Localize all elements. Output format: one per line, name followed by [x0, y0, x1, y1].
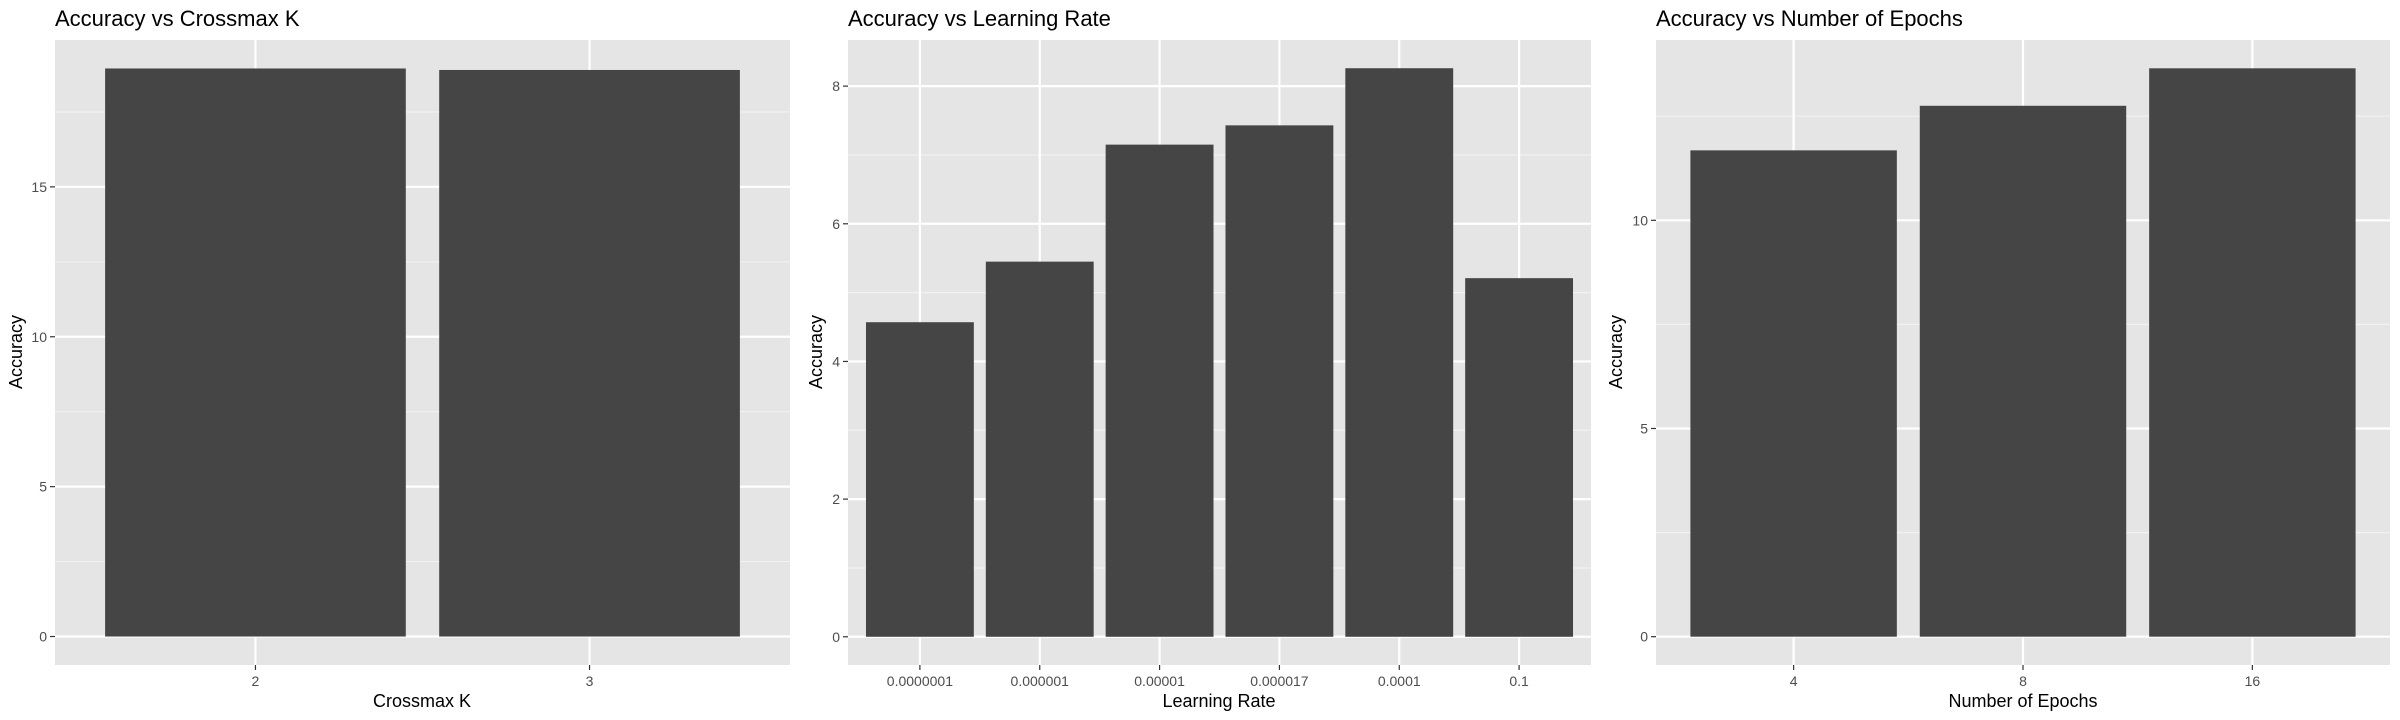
y-ticks: 0 5 10 — [1632, 212, 1656, 645]
y-ticks: 0 2 4 6 8 — [832, 78, 848, 645]
bar-4 — [1690, 150, 1897, 637]
x-tick-label: 2 — [252, 673, 260, 689]
y-axis-label: Accuracy — [1606, 315, 1626, 389]
y-tick-label: 6 — [832, 216, 840, 232]
x-tick-label: 0.000001 — [1011, 673, 1070, 689]
bar-0.000001 — [985, 261, 1094, 637]
y-tick-label: 10 — [1632, 212, 1648, 228]
x-tick-label: 0.000017 — [1250, 673, 1309, 689]
x-tick-label: 16 — [2245, 673, 2261, 689]
y-axis-label: Accuracy — [6, 315, 26, 389]
chart-title: Accuracy vs Crossmax K — [55, 6, 300, 31]
chart-panel-learning-rate: Accuracy vs Learning Rate 0 2 4 6 8 0.000000… — [806, 6, 1591, 711]
bar-0.00001 — [1105, 144, 1214, 637]
bars — [865, 68, 1574, 637]
bar-0.0000001 — [865, 322, 974, 637]
bars — [105, 68, 740, 637]
y-tick-label: 4 — [832, 353, 840, 369]
bar-0.0001 — [1345, 68, 1454, 637]
y-tick-label: 5 — [1640, 420, 1648, 436]
x-tick-label: 8 — [2019, 673, 2027, 689]
bar-3 — [439, 69, 740, 637]
chart-title: Accuracy vs Learning Rate — [848, 6, 1111, 31]
x-ticks: 0.0000001 0.000001 0.00001 0.000017 0.0001 0.… — [887, 665, 1529, 689]
y-tick-label: 0 — [39, 629, 47, 645]
y-tick-label: 8 — [832, 78, 840, 94]
y-ticks: 0 5 10 15 — [31, 179, 55, 645]
x-tick-label: 0.0001 — [1378, 673, 1421, 689]
x-axis-label: Learning Rate — [1162, 691, 1275, 711]
y-tick-label: 15 — [31, 179, 47, 195]
chart-panel-number-of-epochs: Accuracy vs Number of Epochs 0 5 10 4 8 16 N… — [1606, 6, 2390, 711]
y-axis-label: Accuracy — [806, 315, 826, 389]
x-tick-label: 0.1 — [1509, 673, 1529, 689]
y-tick-label: 2 — [832, 491, 840, 507]
x-tick-label: 0.0000001 — [887, 673, 953, 689]
bar-8 — [1919, 105, 2127, 637]
x-axis-label: Crossmax K — [373, 691, 471, 711]
x-axis-label: Number of Epochs — [1948, 691, 2097, 711]
y-tick-label: 5 — [39, 479, 47, 495]
bars — [1690, 68, 2356, 637]
bar-2 — [105, 68, 406, 637]
x-ticks: 4 8 16 — [1790, 665, 2261, 689]
y-tick-label: 0 — [832, 629, 840, 645]
x-tick-label: 0.00001 — [1134, 673, 1185, 689]
bar-0.1 — [1465, 278, 1574, 637]
x-tick-label: 4 — [1790, 673, 1798, 689]
chart-title: Accuracy vs Number of Epochs — [1656, 6, 1963, 31]
bar-16 — [2149, 68, 2356, 637]
y-tick-label: 0 — [1640, 629, 1648, 645]
y-tick-label: 10 — [31, 329, 47, 345]
bar-0.000017 — [1225, 125, 1334, 637]
x-tick-label: 3 — [586, 673, 594, 689]
